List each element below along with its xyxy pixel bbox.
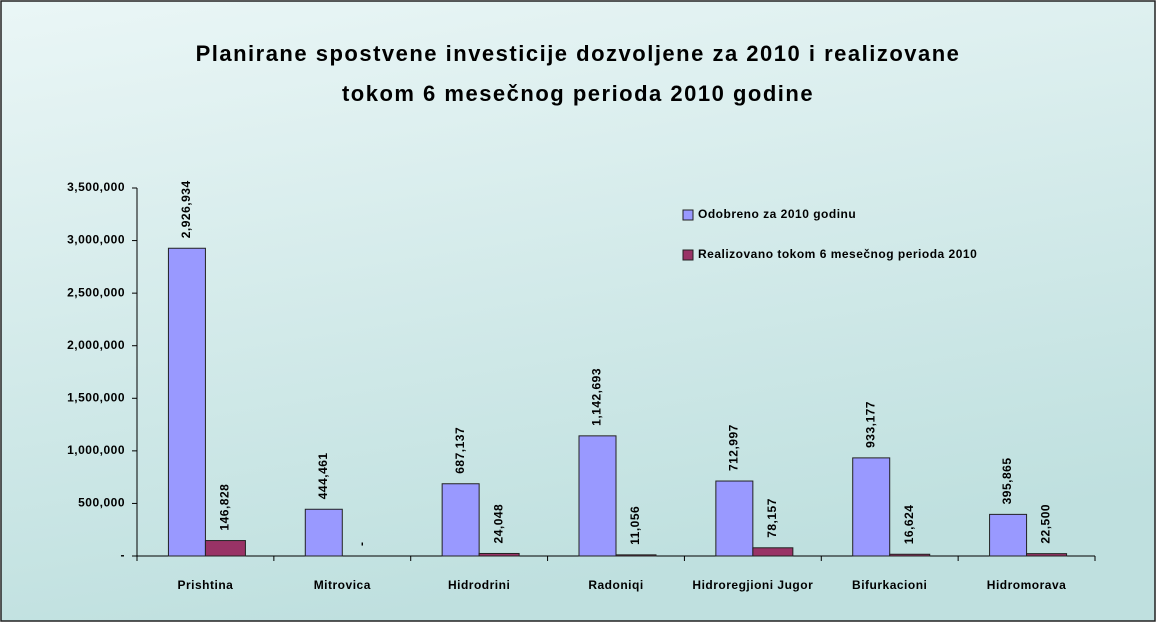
y-tick-label: 1,500,000 <box>67 390 125 404</box>
data-label: 146,828 <box>218 484 232 531</box>
bar <box>989 513 1028 557</box>
chart-title: tokom 6 mesečnog perioda 2010 godine <box>342 81 814 106</box>
x-tick-label: Hidromorava <box>987 578 1067 592</box>
y-tick-label: 3,000,000 <box>67 233 125 247</box>
x-tick-label: Hidroregjioni Jugor <box>692 578 813 592</box>
y-tick-label: 2,000,000 <box>67 338 125 352</box>
legend-label: Realizovano tokom 6 mesečnog perioda 201… <box>698 247 977 261</box>
data-label: 24,048 <box>491 504 505 544</box>
bar <box>167 247 206 557</box>
data-label: 22,500 <box>1039 504 1053 544</box>
chart-title: Planirane spostvene investicije dozvolje… <box>196 41 961 66</box>
data-label: 78,157 <box>765 498 779 538</box>
y-tick-label: 2,500,000 <box>67 285 125 299</box>
x-tick-label: Radoniqi <box>588 578 643 592</box>
y-tick-label: 3,500,000 <box>67 180 125 194</box>
legend-label: Odobreno za 2010 godinu <box>698 207 856 221</box>
data-label: 687,137 <box>453 427 467 474</box>
x-tick-label: Bifurkacioni <box>852 578 927 592</box>
bar <box>752 547 794 557</box>
x-tick-label: Mitrovica <box>314 578 371 592</box>
data-label: - <box>354 542 368 547</box>
bar <box>478 552 520 557</box>
bar <box>852 457 891 557</box>
bar <box>615 554 657 557</box>
data-label: 2,926,934 <box>179 180 193 238</box>
data-label: 395,865 <box>1000 457 1014 504</box>
legend-swatch <box>682 209 694 221</box>
y-tick-label: 500,000 <box>78 496 125 510</box>
bar <box>1026 553 1068 557</box>
y-tick-label: - <box>121 548 126 562</box>
data-label: 444,461 <box>316 452 330 499</box>
data-label: 712,997 <box>727 424 741 471</box>
bar <box>304 508 343 557</box>
data-label: 16,624 <box>902 505 916 545</box>
data-label: 11,056 <box>628 506 642 545</box>
bar <box>204 540 246 557</box>
data-label: 1,142,693 <box>590 368 604 426</box>
y-tick-label: 1,000,000 <box>67 443 125 457</box>
x-tick-label: Prishtina <box>177 578 233 592</box>
bar <box>715 480 754 557</box>
x-tick-label: Hidrodrini <box>448 578 510 592</box>
bar <box>578 435 617 557</box>
bar <box>441 483 480 557</box>
bar <box>889 553 931 557</box>
legend-swatch <box>682 249 694 261</box>
data-label: 933,177 <box>863 401 877 448</box>
